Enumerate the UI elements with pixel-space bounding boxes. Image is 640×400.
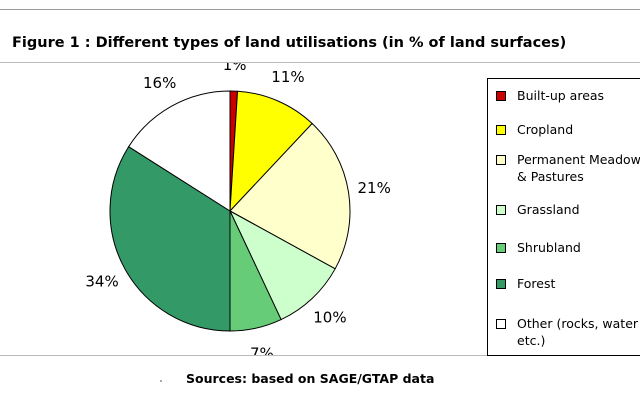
legend-item-built-up-areas: Built-up areas [496,87,604,104]
legend-item-cropland: Cropland [496,121,573,138]
data-label-cropland: 11% [271,68,304,86]
chart-legend: Built-up areas Cropland Permanent Meadows … [487,78,640,356]
legend-item-permanent-meadows-pastures: Permanent Meadows & Pastures [496,151,640,185]
pie-slice-grassland [228,209,336,321]
top-rule [0,9,640,10]
legend-label: Other (rocks, water etc.) [517,316,639,348]
legend-label: Forest [517,276,556,291]
source-note: Sources: based on SAGE/GTAP data [186,371,435,386]
pie-slice-other-rocks-water-etc [127,90,231,212]
pie-slice-cropland [229,90,313,213]
data-label-forest: 34% [85,272,118,290]
legend-label: Permanent Meadows & Pastures [517,152,640,184]
legend-swatch [496,125,506,135]
legend-swatch [496,319,506,329]
legend-swatch [496,205,506,215]
data-label-permanent-meadows-pastures: 21% [358,179,391,197]
legend-item-other-rocks-water-etc: Other (rocks, water etc.) [496,315,638,349]
legend-swatch [496,91,506,101]
legend-swatch [496,155,506,165]
legend-label: Built-up areas [517,88,605,103]
stray-dot [160,380,162,382]
legend-swatch [496,279,506,289]
legend-item-forest: Forest [496,275,555,292]
legend-item-grassland: Grassland [496,201,580,218]
figure-title: Figure 1 : Different types of land utili… [12,35,567,51]
legend-item-shrubland: Shrubland [496,239,581,256]
legend-swatch [496,243,506,253]
data-label-other-rocks-water-etc: 16% [143,74,176,92]
pie-slice-forest [109,146,231,332]
legend-label: Cropland [517,122,574,137]
pie-chart: 1% 11% 21% 10% 7% 34% 16% [85,63,391,355]
data-label-shrubland: 7% [250,344,274,355]
data-label-grassland: 10% [313,308,346,326]
legend-label: Shrubland [517,240,581,255]
pie-slice-permanent-meadows-pastures [229,122,351,270]
chart-frame: 1% 11% 21% 10% 7% 34% 16% [0,62,640,356]
legend-label: Grassland [517,202,580,217]
data-label-built-up-areas: 1% [223,63,247,74]
